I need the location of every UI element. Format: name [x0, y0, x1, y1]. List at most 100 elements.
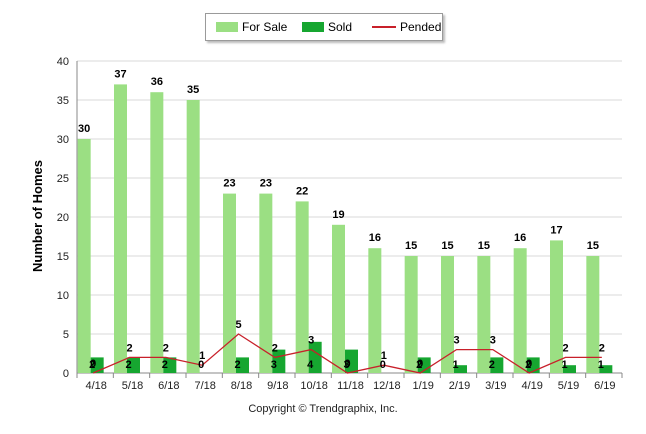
- sold-bar: [345, 349, 358, 373]
- for-sale-bar: [368, 248, 382, 373]
- y-tick-label: 25: [57, 173, 69, 185]
- sold-value-label: 2: [162, 359, 168, 371]
- sold-bar: [163, 357, 177, 373]
- legend-sold-label: Sold: [328, 20, 353, 34]
- pended-value-label: 0: [417, 358, 423, 370]
- for-sale-bar: [150, 92, 164, 373]
- y-tick-label: 35: [57, 95, 69, 107]
- pended-value-label: 3: [308, 335, 314, 347]
- sold-value-label: 3: [343, 359, 349, 371]
- x-tick-label: 11/18: [337, 380, 364, 392]
- y-tick-label: 30: [57, 134, 69, 146]
- x-tick-label: 4/19: [521, 380, 542, 392]
- sold-bar: [526, 357, 540, 373]
- x-tick-label: 6/19: [594, 380, 615, 392]
- x-tick-label: 5/18: [122, 380, 143, 392]
- for-sale-bar: [223, 193, 236, 373]
- for-sale-value-label: 23: [260, 178, 272, 190]
- y-tick-label: 15: [57, 251, 69, 263]
- for-sale-bar: [77, 139, 91, 373]
- sold-value-label: 2: [525, 359, 531, 371]
- sold-value-label: 0: [198, 359, 204, 371]
- sold-value-label: 2: [234, 359, 240, 371]
- pended-line: [92, 333, 602, 374]
- sold-value-label: 1: [561, 359, 567, 371]
- sold-bar: [490, 357, 504, 373]
- y-tick-label: 5: [63, 329, 69, 341]
- x-tick-label: 4/18: [85, 380, 106, 392]
- sold-bar: [236, 357, 249, 373]
- y-tick-label: 0: [63, 368, 69, 380]
- for-sale-bar: [477, 256, 491, 373]
- for-sale-value-label: 19: [332, 209, 344, 221]
- sold-bar: [454, 365, 467, 373]
- legend-pended-label: Pended: [400, 20, 442, 34]
- sold-value-label: 2: [416, 359, 422, 371]
- sold-value-label: 1: [598, 359, 604, 371]
- x-tick-label: 2/19: [449, 380, 470, 392]
- bars: [77, 84, 613, 374]
- x-tick-label: 3/19: [485, 380, 506, 392]
- for-sale-value-label: 15: [587, 240, 599, 252]
- x-tick-label: 7/18: [194, 380, 215, 392]
- sold-bar: [599, 365, 613, 373]
- pended-value-label: 2: [272, 342, 278, 354]
- for-sale-bar: [332, 224, 345, 373]
- pended-value-label: 0: [526, 358, 532, 370]
- for-sale-value-label: 17: [550, 224, 562, 236]
- y-tick-label: 40: [57, 56, 69, 68]
- pended-value-label: 2: [562, 342, 568, 354]
- for-sale-bar: [441, 256, 454, 373]
- for-sale-bar: [404, 256, 418, 373]
- pended-value-label: 1: [381, 350, 387, 362]
- for-sale-value-label: 35: [187, 84, 199, 96]
- pended-value-label: 5: [235, 319, 241, 331]
- for-sale-bar: [186, 100, 200, 373]
- for-sale-bar: [114, 84, 127, 374]
- for-sale-value-label: 22: [296, 185, 308, 197]
- x-tick-label: 8/18: [231, 380, 252, 392]
- x-tick-label: 5/19: [558, 380, 579, 392]
- for-sale-bar: [513, 248, 527, 373]
- x-tick-label: 10/18: [300, 380, 328, 392]
- for-sale-value-label: 15: [441, 240, 453, 252]
- legend-sold-swatch: [302, 22, 324, 32]
- sold-bar: [127, 357, 140, 373]
- legend: For Sale Sold Pended: [205, 13, 443, 41]
- pended-value-label: 0: [344, 358, 350, 370]
- for-sale-bar: [550, 240, 563, 373]
- sold-bar: [563, 365, 576, 373]
- for-sale-value-label: 16: [369, 232, 381, 244]
- legend-for-sale-swatch: [216, 22, 238, 32]
- for-sale-bar: [259, 193, 273, 373]
- pended-value-label: 3: [490, 335, 496, 347]
- sold-value-label: 2: [489, 359, 495, 371]
- x-tick-label: 6/18: [158, 380, 179, 392]
- pended-series-line: [92, 333, 602, 374]
- y-axis-title: Number of Homes: [30, 160, 45, 272]
- copyright-text: Copyright © Trendgraphix, Inc.: [248, 403, 398, 415]
- legend-for-sale-label: For Sale: [242, 20, 288, 34]
- for-sale-value-label: 37: [114, 68, 126, 80]
- sold-value-label: 3: [271, 359, 277, 371]
- sold-value-label: 2: [89, 359, 95, 371]
- pended-value-label: 1: [199, 350, 205, 362]
- pended-value-label: 2: [163, 342, 169, 354]
- for-sale-bar: [295, 201, 309, 373]
- x-tick-label: 9/18: [267, 380, 288, 392]
- sold-value-label: 0: [380, 359, 386, 371]
- for-sale-value-label: 23: [223, 178, 235, 190]
- sold-value-label: 1: [452, 359, 458, 371]
- pended-value-label: 3: [453, 335, 459, 347]
- x-tick-label: 1/19: [412, 380, 433, 392]
- for-sale-value-label: 30: [78, 123, 90, 135]
- for-sale-value-label: 15: [405, 240, 417, 252]
- sold-value-label: 2: [125, 359, 131, 371]
- x-tick-label: 12/18: [373, 380, 401, 392]
- for-sale-value-label: 16: [514, 232, 526, 244]
- for-sale-value-label: 15: [478, 240, 490, 252]
- sold-value-label: 4: [307, 359, 314, 371]
- gridlines: [77, 60, 622, 335]
